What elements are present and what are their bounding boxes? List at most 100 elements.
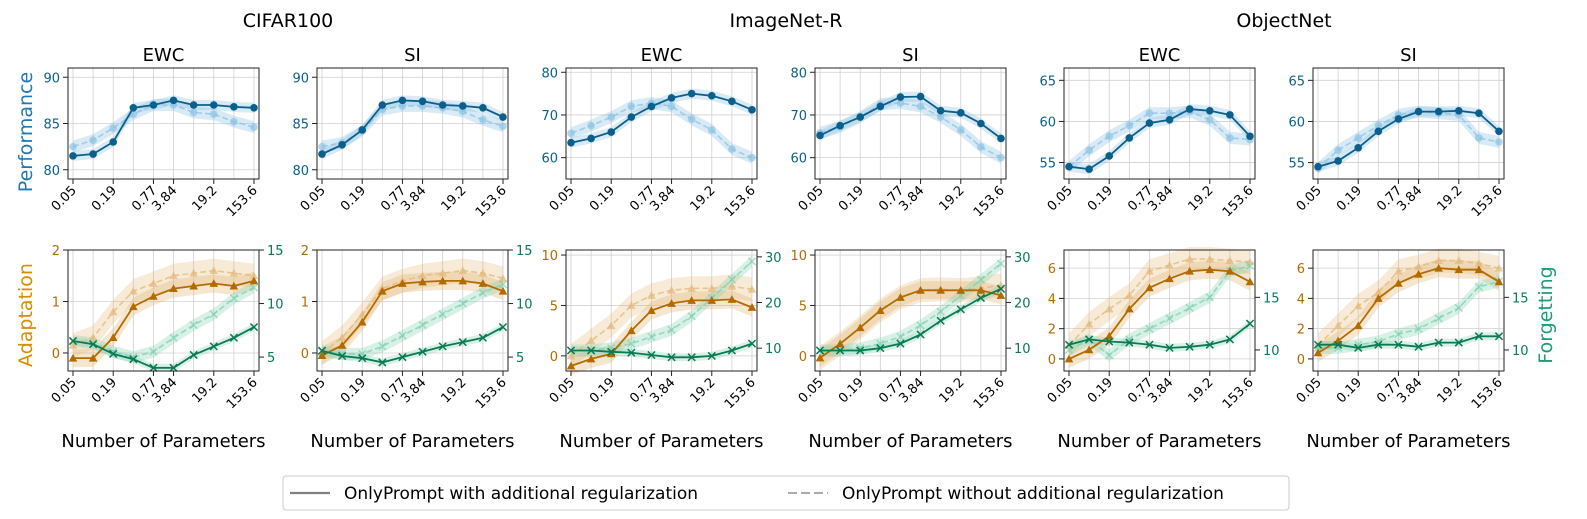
panel-objectnet-ewc-af-xtick-label-1: 0.19 bbox=[1085, 375, 1116, 406]
panel-cifar100-ewc-adapt-with-point-3 bbox=[129, 302, 138, 311]
panel-objectnet-si-perf-with-point-4 bbox=[1394, 115, 1403, 123]
panel-objectnet-si-adapt-with-point-2 bbox=[1353, 321, 1363, 330]
panel-objectnet-ewc-perf-with-point-1 bbox=[1085, 165, 1093, 173]
panel-cifar100-ewc-adapt-without-point-8 bbox=[229, 268, 239, 277]
panel-imagenet-r-si-adapt-with-point-6 bbox=[936, 286, 945, 294]
panel-imagenet-r-ewc-perf-without-point-6 bbox=[687, 115, 696, 124]
panel-imagenet-r-ewc-perf-with-point-8 bbox=[728, 97, 736, 106]
panel-objectnet-si-adapt-without-point-8 bbox=[1474, 259, 1484, 268]
panel-objectnet-si-forget-without-point-8 bbox=[1474, 282, 1484, 291]
panel-objectnet-si-af-frame bbox=[1312, 249, 1505, 372]
panel-imagenet-r-si-forget-with-point-3 bbox=[876, 344, 885, 353]
panel-objectnet-si-perf-without-point-3 bbox=[1374, 121, 1383, 130]
panel-imagenet-r-si-forget-ytick-label-0: 10 bbox=[1014, 342, 1031, 357]
panel-imagenet-r-ewc-perf-frame bbox=[565, 67, 758, 180]
panel-objectnet-si-adapt-without-point-6 bbox=[1434, 256, 1443, 265]
panel-objectnet-ewc-perf-xtick-label-1: 0.19 bbox=[1085, 183, 1116, 214]
panel-imagenet-r-ewc-perf-with-point-0 bbox=[567, 138, 575, 147]
panel-objectnet-si-perf-frame bbox=[1312, 67, 1505, 180]
panel-objectnet-si-adapt-with-point-8 bbox=[1474, 265, 1484, 274]
panel-objectnet-ewc-perf-with-point-3 bbox=[1125, 134, 1134, 142]
panel-imagenet-r-ewc-perf-with-point-2 bbox=[607, 128, 616, 136]
panel-objectnet-ewc-af-frame bbox=[1063, 249, 1256, 372]
panel-objectnet-ewc-adapt-ytick-label-2: 4 bbox=[1048, 292, 1056, 307]
panel-cifar100-si-perf-ytick-label-1: 85 bbox=[292, 118, 309, 133]
panel-objectnet-ewc-perf-with-point-9 bbox=[1246, 132, 1254, 141]
panel-imagenet-r-si-perf-without-line bbox=[819, 102, 1002, 159]
panel-objectnet-si-perf-without-point-1 bbox=[1334, 146, 1342, 155]
panel-cifar100-ewc-perf-with-point-3 bbox=[129, 103, 138, 112]
panel-objectnet-si-adapt-with-point-5 bbox=[1414, 269, 1423, 278]
panel-objectnet-si-forget-with-point-3 bbox=[1374, 340, 1383, 349]
panel-objectnet-ewc-forget-with-point-3 bbox=[1125, 338, 1134, 347]
panel-objectnet-si-perf-without-point-2 bbox=[1354, 134, 1363, 142]
panel-imagenet-r-si-af-xtick-label-5: 153.6 bbox=[971, 375, 1008, 412]
panel-objectnet-si-perf-xtick-label-4: 19.2 bbox=[1435, 183, 1466, 214]
panel-objectnet-ewc-forget-ytick-label-1: 15 bbox=[1263, 291, 1280, 306]
panel-cifar100-si-adapt-without-point-8 bbox=[478, 268, 488, 277]
panel-objectnet-ewc-adapt-with-point-4 bbox=[1145, 283, 1154, 292]
panel-imagenet-r-si-perf-with-point-2 bbox=[856, 113, 865, 121]
panel-objectnet-ewc-forget-without-line bbox=[1068, 265, 1251, 357]
panel-objectnet-ewc-adapt-without-point-7 bbox=[1205, 254, 1215, 263]
panel-cifar100-ewc-adapt-with-point-4 bbox=[149, 292, 158, 300]
panel-cifar100-ewc-perf-xtick-label-0: 0.05 bbox=[49, 183, 80, 214]
dataset-title-cifar100: CIFAR100 bbox=[243, 10, 334, 32]
panel-imagenet-r-si-forget-with-point-8 bbox=[976, 293, 986, 303]
panel-objectnet-si-forget-ytick-label-0: 10 bbox=[1512, 344, 1529, 359]
panel-objectnet-ewc-adapt-with-point-1 bbox=[1084, 345, 1094, 354]
panel-objectnet-ewc-perf-without-line bbox=[1068, 110, 1251, 168]
panel-objectnet-si-af-xtick-label-5: 153.6 bbox=[1469, 375, 1506, 412]
panel-objectnet-si-perf-with-point-5 bbox=[1414, 107, 1423, 116]
panel-objectnet-ewc-xlabel: Number of Parameters bbox=[1057, 431, 1261, 452]
panel-objectnet-ewc-perf-with-point-2 bbox=[1105, 152, 1114, 160]
panel-objectnet-ewc-forget-with-point-9 bbox=[1245, 319, 1255, 328]
panel-objectnet-si-perf-xtick-label-1: 0.19 bbox=[1334, 183, 1365, 214]
panel-imagenet-r-ewc-adapt-with-point-1 bbox=[586, 354, 596, 363]
panel-objectnet-ewc-adapt-without-point-1 bbox=[1084, 319, 1094, 328]
panel-imagenet-r-ewc-perf-xtick-label-0: 0.05 bbox=[547, 183, 578, 214]
panel-imagenet-r-ewc-perf-ytick-label-2: 80 bbox=[541, 66, 558, 81]
panel-imagenet-r-si-perf-ytick-label-0: 60 bbox=[790, 152, 807, 167]
panel-objectnet-si-perf-with-point-7 bbox=[1454, 106, 1463, 115]
panel-imagenet-r-si-perf-without-point-7 bbox=[956, 126, 965, 134]
panel-imagenet-r-ewc-forget-with-point-8 bbox=[727, 346, 737, 355]
panel-objectnet-ewc-perf-xtick-label-5: 153.6 bbox=[1220, 183, 1257, 220]
panel-imagenet-r-ewc-af-xtick-label-4: 19.2 bbox=[688, 375, 719, 406]
panel-objectnet-si-adapt-without-point-5 bbox=[1414, 262, 1423, 271]
panel-objectnet-ewc-perf-without-point-7 bbox=[1205, 116, 1214, 124]
panel-objectnet-si-forget-with-point-2 bbox=[1354, 343, 1363, 352]
panel-cifar100-ewc-perf-with-point-6 bbox=[189, 101, 198, 109]
panel-objectnet-ewc-title: EWC bbox=[1139, 45, 1181, 66]
panel-cifar100-ewc-forget-with-point-0 bbox=[68, 336, 78, 346]
panel-objectnet-si-adapt-ytick-label-2: 4 bbox=[1297, 292, 1305, 307]
panel-cifar100-si-perf-xtick-label-5: 153.6 bbox=[473, 183, 510, 220]
panel-objectnet-si-forget-with-point-9 bbox=[1494, 332, 1504, 341]
panel-objectnet-si-perf-without-line bbox=[1317, 110, 1500, 169]
panel-cifar100-si-forget-without-point-6 bbox=[438, 310, 447, 319]
panel-cifar100-ewc-af-frame bbox=[67, 249, 260, 372]
panel-objectnet-si-adapt-with-line bbox=[1317, 267, 1500, 354]
panel-objectnet-ewc-perf-without-point-3 bbox=[1125, 121, 1134, 130]
panel-cifar100-si-af-xtick-label-1: 0.19 bbox=[338, 375, 369, 406]
panel-cifar100-ewc-adapt-with-point-6 bbox=[189, 281, 198, 290]
panel-cifar100-ewc-adapt-with-point-7 bbox=[209, 279, 219, 287]
panel-cifar100-si-adapt-without-point-2 bbox=[357, 310, 367, 318]
panel-cifar100-si-adapt-without-point-7 bbox=[458, 266, 468, 275]
panel-objectnet-ewc-perf-with-point-8 bbox=[1226, 111, 1234, 119]
panel-imagenet-r-ewc-perf-without-point-8 bbox=[728, 145, 736, 153]
panel-cifar100-si-perf-with-point-1 bbox=[338, 140, 346, 149]
panel-imagenet-r-si-adapt-with-point-3 bbox=[876, 306, 885, 314]
panel-cifar100-si-adapt-with-point-0 bbox=[317, 351, 327, 359]
panel-imagenet-r-si-adapt-with-point-0 bbox=[815, 353, 825, 362]
panel-cifar100-si-forget-ytick-label-0: 5 bbox=[516, 351, 524, 366]
panel-imagenet-r-si-forget-without-line bbox=[820, 263, 1002, 352]
panel-imagenet-r-si-forget-with-line bbox=[820, 287, 1002, 352]
panel-objectnet-ewc-adapt-with-point-0 bbox=[1064, 354, 1074, 363]
panel-objectnet-si-perf-xtick-label-5: 153.6 bbox=[1469, 183, 1506, 220]
panel-objectnet-si-adapt-without-point-3 bbox=[1374, 288, 1383, 296]
